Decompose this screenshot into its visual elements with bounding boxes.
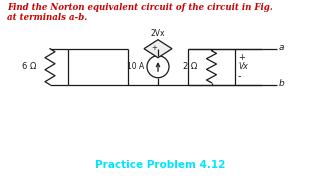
Text: 6 Ω: 6 Ω (22, 62, 36, 71)
Text: 2 Ω: 2 Ω (183, 62, 197, 71)
Text: 10 A: 10 A (127, 62, 144, 71)
Text: 2Vx: 2Vx (151, 29, 165, 38)
Text: -: - (238, 71, 242, 81)
Text: +: + (151, 45, 157, 51)
Text: Vx: Vx (238, 62, 248, 71)
Text: Practice Problem 4.12: Practice Problem 4.12 (95, 160, 225, 170)
Text: +: + (238, 53, 245, 62)
Text: Find the Norton equivalent circuit of the circuit in Fig.
at terminals a-b.: Find the Norton equivalent circuit of th… (7, 3, 273, 22)
Text: b: b (279, 79, 285, 88)
Polygon shape (144, 40, 172, 58)
Text: Norton’s Theorem | Electric Circuits: Norton’s Theorem | Electric Circuits (0, 122, 320, 140)
Text: a: a (279, 43, 284, 52)
